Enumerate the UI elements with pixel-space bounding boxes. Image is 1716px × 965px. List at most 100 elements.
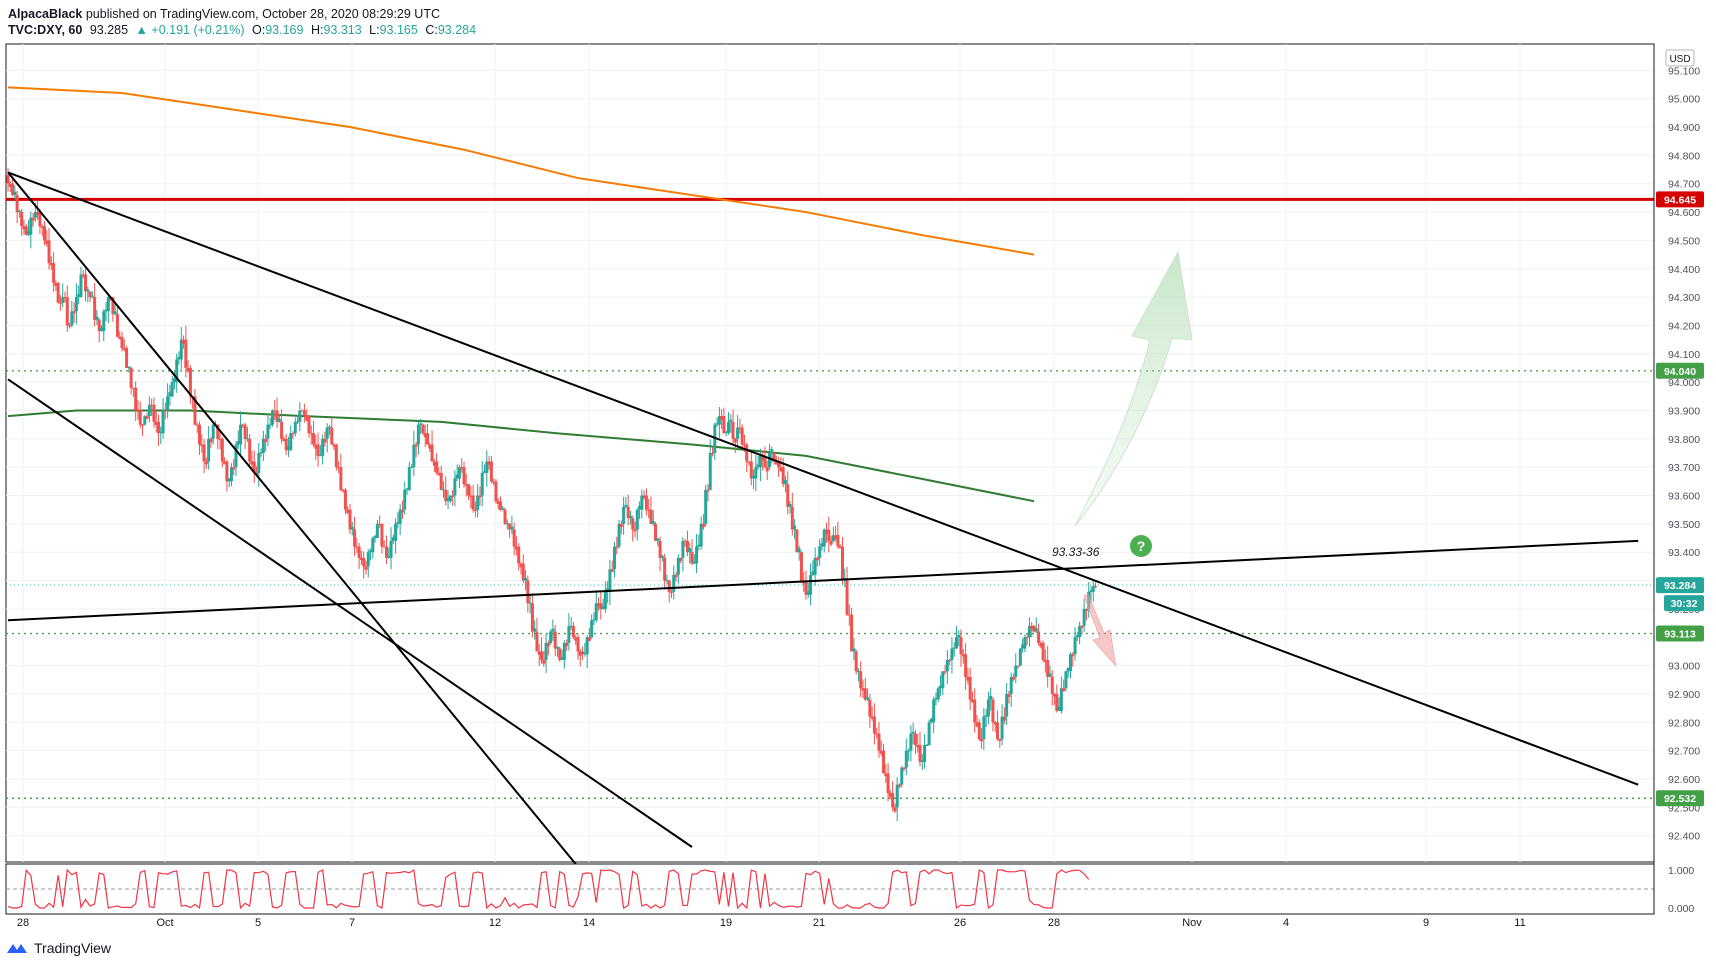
candle-body: [1016, 665, 1020, 667]
candle-body: [970, 699, 974, 703]
candle: [505, 519, 509, 530]
candle: [264, 434, 268, 452]
question-badge[interactable]: ?: [1130, 535, 1152, 557]
symbol-line: TVC:DXY, 60 93.285 ▲ +0.191 (+0.21%) O:9…: [8, 22, 480, 38]
candle: [902, 766, 906, 772]
candle: [498, 496, 502, 512]
candle-body: [56, 282, 60, 303]
candle-body: [856, 671, 860, 673]
candle-body: [384, 546, 388, 558]
candle: [378, 515, 382, 528]
candle: [765, 460, 769, 481]
y-tick-label: 92.900: [1668, 689, 1700, 701]
candle: [888, 790, 892, 799]
candle-body: [840, 546, 844, 581]
candle: [93, 283, 97, 327]
candle-body: [182, 339, 186, 344]
candle-body: [772, 453, 776, 462]
candle: [856, 668, 860, 682]
candle-body: [327, 426, 331, 428]
candle: [528, 594, 532, 614]
candle: [546, 640, 550, 656]
candle: [250, 451, 254, 472]
candle-body: [829, 540, 833, 545]
plot-area[interactable]: ? 93.33-36: [6, 86, 1654, 965]
candle: [989, 687, 993, 711]
candle: [724, 430, 728, 437]
candle-body: [809, 574, 813, 595]
candle-body: [36, 212, 40, 215]
trendlines[interactable]: [7, 171, 1639, 965]
candle-body: [724, 432, 728, 434]
candle: [353, 516, 357, 557]
candle: [533, 620, 537, 640]
candle-body: [615, 546, 619, 548]
candle-body: [665, 580, 669, 582]
y-tick-label: 94.700: [1668, 179, 1700, 191]
candle: [567, 613, 571, 651]
x-tick-label: 26: [954, 917, 966, 929]
candle: [1055, 684, 1059, 713]
candle: [683, 538, 687, 547]
candle: [266, 414, 270, 447]
candle: [920, 753, 924, 770]
candle-body: [795, 529, 799, 553]
candle: [54, 280, 58, 292]
candle: [17, 209, 21, 218]
candle-body: [996, 722, 1000, 740]
candle: [895, 777, 899, 822]
candle: [610, 560, 614, 573]
x-tick-label: 19: [720, 917, 732, 929]
candle: [225, 459, 229, 492]
candle-body: [17, 210, 21, 213]
candle-body: [373, 535, 377, 539]
candle: [740, 424, 744, 448]
candle-body: [1057, 706, 1061, 711]
candle-body: [902, 767, 906, 770]
candle-body: [93, 297, 97, 320]
candle: [31, 212, 35, 227]
candle: [1016, 665, 1020, 669]
candle-body: [125, 348, 129, 368]
candle-body: [608, 569, 612, 592]
candle-body: [742, 444, 746, 446]
candle: [152, 397, 156, 428]
candle-body: [640, 495, 644, 510]
candle-body: [920, 760, 924, 762]
candle: [88, 291, 92, 303]
candle: [312, 420, 316, 447]
author-name[interactable]: AlpacaBlack: [8, 7, 83, 21]
y-tick-label: 93.500: [1668, 519, 1700, 531]
candle: [1064, 670, 1068, 692]
candle: [590, 614, 594, 639]
candle-body: [704, 489, 708, 524]
candle-body: [52, 263, 56, 283]
candle: [1071, 652, 1075, 667]
candle-body: [601, 606, 605, 609]
candle: [786, 471, 790, 515]
candle-body: [423, 433, 427, 438]
candle: [806, 583, 810, 598]
candle: [941, 671, 945, 696]
candle-body: [150, 404, 154, 406]
candle-body: [473, 509, 477, 512]
candle: [578, 648, 582, 667]
candle-body: [658, 540, 662, 558]
candle: [948, 658, 952, 666]
candle-body: [136, 410, 140, 412]
candle-body: [275, 410, 279, 422]
candle: [47, 227, 51, 270]
horizontal-levels: [6, 197, 1654, 799]
y-tick-label: 93.400: [1668, 547, 1700, 559]
candle: [813, 547, 817, 586]
candle-body: [540, 651, 544, 660]
x-tick-label: 21: [813, 917, 825, 929]
candle-body: [54, 282, 58, 287]
candle-body: [551, 628, 555, 632]
candle-body: [980, 739, 984, 742]
candle-body: [1025, 637, 1029, 639]
candle: [72, 302, 76, 323]
candle: [1030, 621, 1034, 638]
candle: [125, 345, 129, 368]
